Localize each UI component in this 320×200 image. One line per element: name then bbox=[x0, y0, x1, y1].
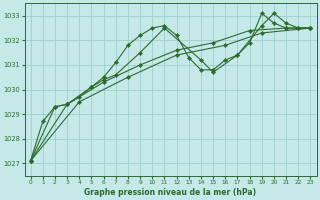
X-axis label: Graphe pression niveau de la mer (hPa): Graphe pression niveau de la mer (hPa) bbox=[84, 188, 257, 197]
